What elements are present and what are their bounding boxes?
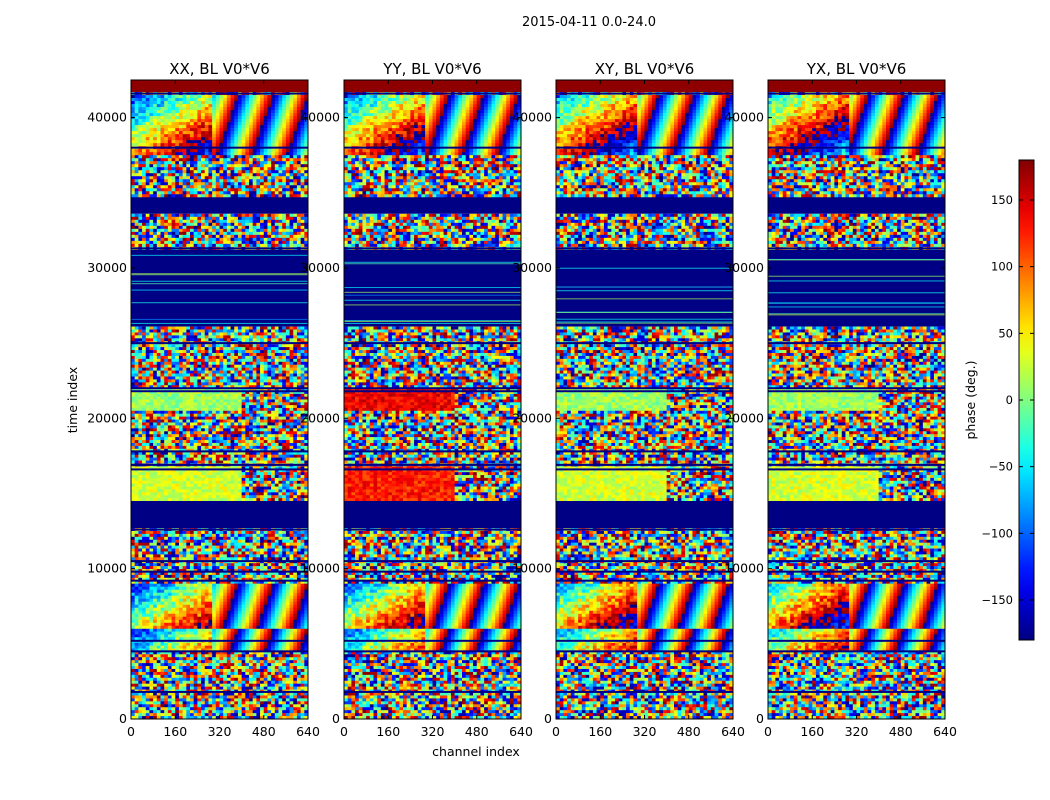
- panels-group: XX, BL V0*V6 0 160 320 480 640 0 10000 20000 3000…: [87, 60, 957, 739]
- x-tick-label: 640: [721, 724, 745, 739]
- x-tick-label: 0: [552, 724, 560, 739]
- colorbar-tick-label: −100: [981, 526, 1013, 540]
- y-tick-label: 30000: [724, 260, 764, 275]
- y-tick-label: 10000: [87, 561, 127, 576]
- colorbar-tick-label: −50: [989, 460, 1013, 474]
- x-tick-label: 480: [252, 724, 276, 739]
- y-tick-label: 10000: [300, 561, 340, 576]
- x-tick-label: 320: [421, 724, 445, 739]
- x-tick-label: 480: [677, 724, 701, 739]
- colorbar-tick-label: 100: [991, 260, 1013, 274]
- y-tick-label: 10000: [724, 561, 764, 576]
- panel-xy: XY, BL V0*V6 0 160 320 480 640 0 10000 20000 3000…: [512, 60, 745, 739]
- y-tick-label: 40000: [87, 110, 127, 125]
- y-tick-label: 20000: [87, 410, 127, 425]
- y-tick-label: 30000: [300, 260, 340, 275]
- colorbar: 150 100 50 0 −50 −100 −150 phase (deg.): [963, 159, 1035, 641]
- panel-yx: YX, BL V0*V6 0 160 320 480 640 0 10000 20000 3000…: [724, 60, 957, 739]
- colorbar-tick-label: −150: [981, 593, 1013, 607]
- x-tick-label: 160: [376, 724, 400, 739]
- y-tick-label: 10000: [512, 561, 552, 576]
- x-tick-label: 0: [764, 724, 772, 739]
- colorbar-tick-label: 0: [1006, 393, 1013, 407]
- x-tick-label: 640: [509, 724, 533, 739]
- x-tick-label: 0: [340, 724, 348, 739]
- x-tick-label: 160: [163, 724, 187, 739]
- colorbar-tick-label: 50: [998, 326, 1013, 340]
- phase-image: [131, 80, 308, 719]
- phase-image: [344, 80, 521, 719]
- y-tick-label: 40000: [512, 110, 552, 125]
- x-tick-label: 480: [465, 724, 489, 739]
- colorbar-label: phase (deg.): [963, 361, 978, 440]
- x-tick-label: 320: [208, 724, 232, 739]
- phase-image: [768, 80, 945, 719]
- x-axis-label: channel index: [432, 744, 520, 759]
- x-tick-label: 320: [845, 724, 869, 739]
- y-axis-label: time index: [65, 367, 80, 433]
- y-tick-label: 0: [119, 711, 127, 726]
- phase-image: [556, 80, 733, 719]
- panel-title: XY, BL V0*V6: [595, 60, 695, 78]
- panel-title: YY, BL V0*V6: [382, 60, 481, 78]
- y-tick-label: 30000: [87, 260, 127, 275]
- y-tick-label: 20000: [724, 410, 764, 425]
- x-tick-label: 320: [633, 724, 657, 739]
- x-tick-label: 480: [889, 724, 913, 739]
- y-tick-label: 40000: [724, 110, 764, 125]
- x-tick-label: 640: [933, 724, 957, 739]
- y-tick-label: 0: [544, 711, 552, 726]
- panel-title: XX, BL V0*V6: [169, 60, 270, 78]
- y-tick-label: 30000: [512, 260, 552, 275]
- figure-suptitle: 2015-04-11 0.0-24.0: [522, 15, 656, 30]
- x-tick-label: 640: [296, 724, 320, 739]
- x-tick-label: 160: [588, 724, 612, 739]
- y-tick-label: 0: [756, 711, 764, 726]
- x-tick-label: 0: [127, 724, 135, 739]
- colorbar-tick-label: 150: [991, 193, 1013, 207]
- panel-yy: YY, BL V0*V6 0 160 320 480 640 0 10000 20000 3000…: [300, 60, 533, 739]
- y-tick-label: 0: [332, 711, 340, 726]
- y-tick-label: 40000: [300, 110, 340, 125]
- y-tick-label: 20000: [300, 410, 340, 425]
- x-tick-label: 160: [800, 724, 824, 739]
- panel-xx: XX, BL V0*V6 0 160 320 480 640 0 10000 20000 3000…: [87, 60, 320, 739]
- panel-title: YX, BL V0*V6: [806, 60, 907, 78]
- y-tick-label: 20000: [512, 410, 552, 425]
